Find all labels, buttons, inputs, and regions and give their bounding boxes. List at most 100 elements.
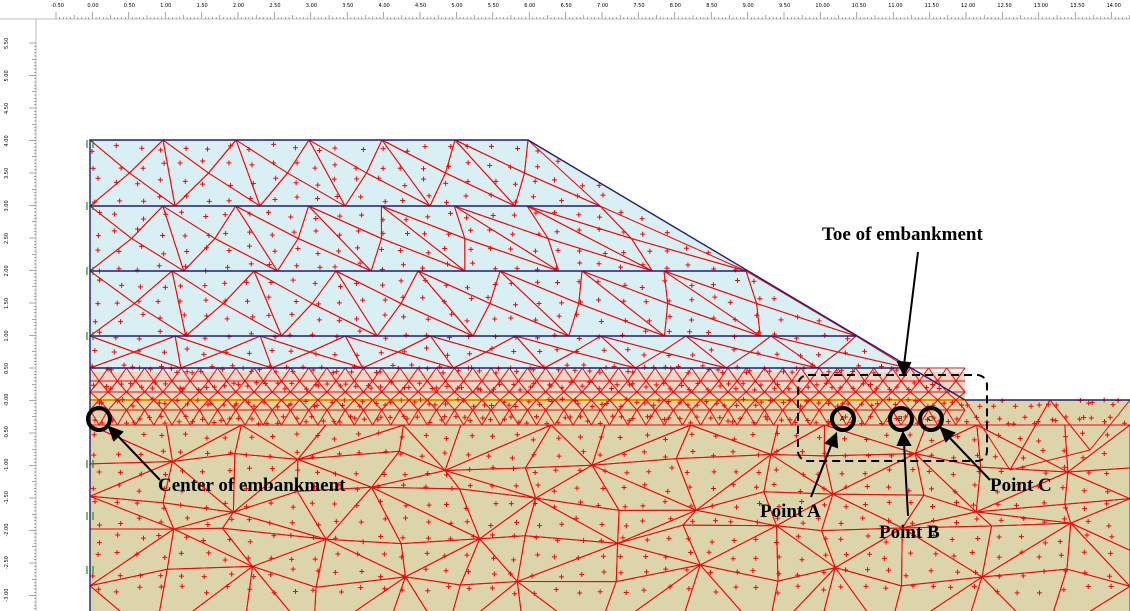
mesh-node <box>1036 483 1042 489</box>
mesh-edge <box>618 367 629 382</box>
mesh-node <box>227 416 233 422</box>
mesh-node <box>324 381 330 387</box>
mesh-edge <box>233 511 327 540</box>
mesh-node <box>945 419 951 425</box>
mesh-edge <box>259 335 273 369</box>
mesh-edge <box>297 424 404 460</box>
mesh-edge <box>189 391 200 401</box>
top-ruler-label: 3.00 <box>306 3 317 9</box>
mesh-node <box>248 368 254 374</box>
mesh-edge <box>89 528 175 587</box>
mesh-edge <box>199 399 209 411</box>
mesh-node <box>931 533 937 539</box>
mesh-edge <box>563 399 574 411</box>
mesh-edge <box>405 576 461 586</box>
mesh-node <box>708 347 714 353</box>
mesh-node <box>381 586 387 592</box>
mesh-edge <box>234 424 242 454</box>
mesh-node <box>222 212 228 218</box>
mesh-node <box>552 332 558 338</box>
mesh-node <box>597 421 603 427</box>
mesh-node <box>432 402 438 408</box>
mesh-node <box>574 485 580 491</box>
mesh-node <box>424 345 430 351</box>
top-ruler-label: 10.00 <box>815 3 829 9</box>
mesh-node <box>399 554 405 560</box>
mesh-node <box>816 435 822 441</box>
mesh-node <box>1036 402 1042 408</box>
left-ruler-label: -2.50 <box>4 556 10 569</box>
mesh-edge <box>718 380 729 393</box>
mesh-node <box>737 416 743 422</box>
mesh-edge <box>636 367 647 382</box>
mesh-node <box>625 347 631 353</box>
mesh-node <box>245 383 251 389</box>
mesh-node <box>666 298 672 304</box>
mesh-edge <box>882 380 893 393</box>
mesh-node <box>422 277 428 283</box>
mesh-node <box>337 451 343 457</box>
mesh-node <box>354 176 360 182</box>
mesh-node <box>465 569 471 575</box>
mesh-node <box>574 193 580 199</box>
mesh-node <box>203 297 209 303</box>
mesh-edge <box>976 471 1069 513</box>
mesh-edge <box>299 409 310 426</box>
mesh-node <box>477 387 483 393</box>
mesh-node <box>516 419 522 425</box>
mesh-edge <box>89 380 100 393</box>
mesh-node <box>331 436 337 442</box>
mesh-node <box>577 299 583 305</box>
point-a-marker[interactable]: A <box>830 406 856 432</box>
mesh-edge <box>405 576 428 611</box>
mesh-node <box>533 535 539 541</box>
mesh-node <box>517 387 523 393</box>
mesh-node <box>227 537 233 543</box>
top-ruler-label: 4.00 <box>379 3 390 9</box>
mesh-node <box>311 484 317 490</box>
mesh-node <box>414 414 420 420</box>
mesh-node <box>551 554 557 560</box>
mesh-node <box>753 585 759 591</box>
mesh-node <box>266 312 272 318</box>
mesh-edge <box>397 335 431 353</box>
mesh-edge <box>821 493 834 531</box>
mesh-edge <box>975 467 982 512</box>
mesh-edge <box>727 380 738 393</box>
mesh-node <box>380 282 386 288</box>
mesh-edge <box>453 351 487 369</box>
mesh-edge <box>581 367 592 382</box>
mesh-edge <box>299 380 310 393</box>
mesh-node <box>1014 590 1020 596</box>
mesh-node <box>839 471 845 477</box>
mesh-node <box>195 397 201 403</box>
mesh-node <box>312 165 318 171</box>
mesh-edge <box>135 399 146 411</box>
mesh-node <box>576 336 582 342</box>
mesh-node <box>973 569 979 575</box>
mesh-node <box>375 483 381 489</box>
mesh-edge <box>864 399 875 411</box>
mesh-node <box>360 399 366 405</box>
mesh-node <box>630 381 636 387</box>
mesh-node <box>471 534 477 540</box>
center-marker[interactable] <box>86 406 112 432</box>
mesh-node <box>666 329 672 335</box>
mesh-edge <box>572 380 583 393</box>
mesh-edge <box>135 391 146 401</box>
point-c-marker[interactable]: C <box>918 406 944 432</box>
mesh-edge <box>526 205 632 239</box>
mesh-edge <box>672 367 683 382</box>
mesh-edge <box>524 498 537 536</box>
mesh-node <box>203 213 209 219</box>
point-b-marker[interactable]: B <box>888 406 914 432</box>
mesh-node <box>551 177 557 183</box>
finite-element-mesh <box>89 139 1130 611</box>
mesh-edge <box>836 409 847 426</box>
mesh-node <box>734 402 740 408</box>
left-ruler-label: 2.00 <box>4 265 10 276</box>
mesh-edge <box>454 391 465 401</box>
mesh-node <box>758 382 764 388</box>
mesh-edge <box>590 391 601 401</box>
